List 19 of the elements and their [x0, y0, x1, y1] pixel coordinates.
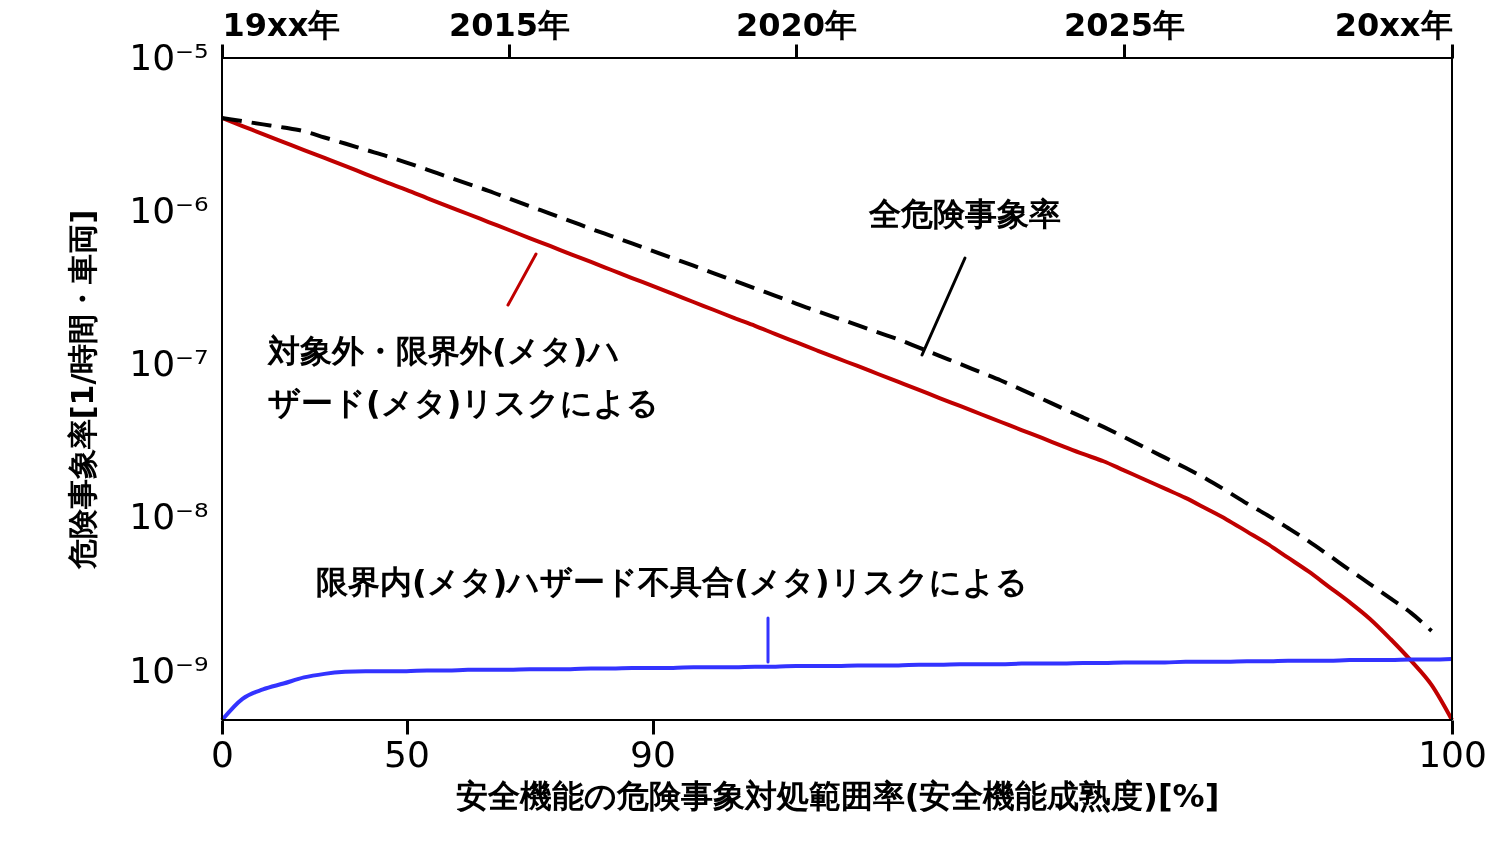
x-tick-label: 100 [1418, 733, 1487, 775]
y-tick-label: 10⁻⁹ [129, 649, 209, 691]
text: 2025年 [1063, 5, 1186, 44]
y-tick-label: 10⁻⁷ [129, 343, 209, 385]
x-tick-label: 90 [630, 733, 676, 775]
text: 2020年 [735, 5, 858, 44]
series-label: 限界内(メタ)ハザード不具合(メタ)リスクによる [316, 563, 1028, 601]
y-tick-label: 10⁻⁶ [129, 189, 209, 231]
text: 全危険事象率 [868, 195, 1061, 233]
x-tick-label: 0 [211, 733, 234, 775]
text: 19xx年 [222, 5, 341, 44]
x-axis-title: 安全機能の危険事象対処範囲率(安全機能成熟度)[%] [455, 776, 1220, 815]
y-tick-label: 10⁻⁸ [129, 496, 209, 538]
x-tick-label: 50 [384, 733, 430, 775]
text: 2015年 [448, 5, 571, 44]
y-tick-label: 10⁻⁵ [129, 36, 209, 78]
y-axis-title: 危険事象率[1/時間・車両] [65, 209, 101, 571]
text: 20xx年 [1334, 5, 1453, 44]
legend-label: 対象外・限界外(メタ)ハザード(メタ)リスクによる [267, 332, 660, 422]
